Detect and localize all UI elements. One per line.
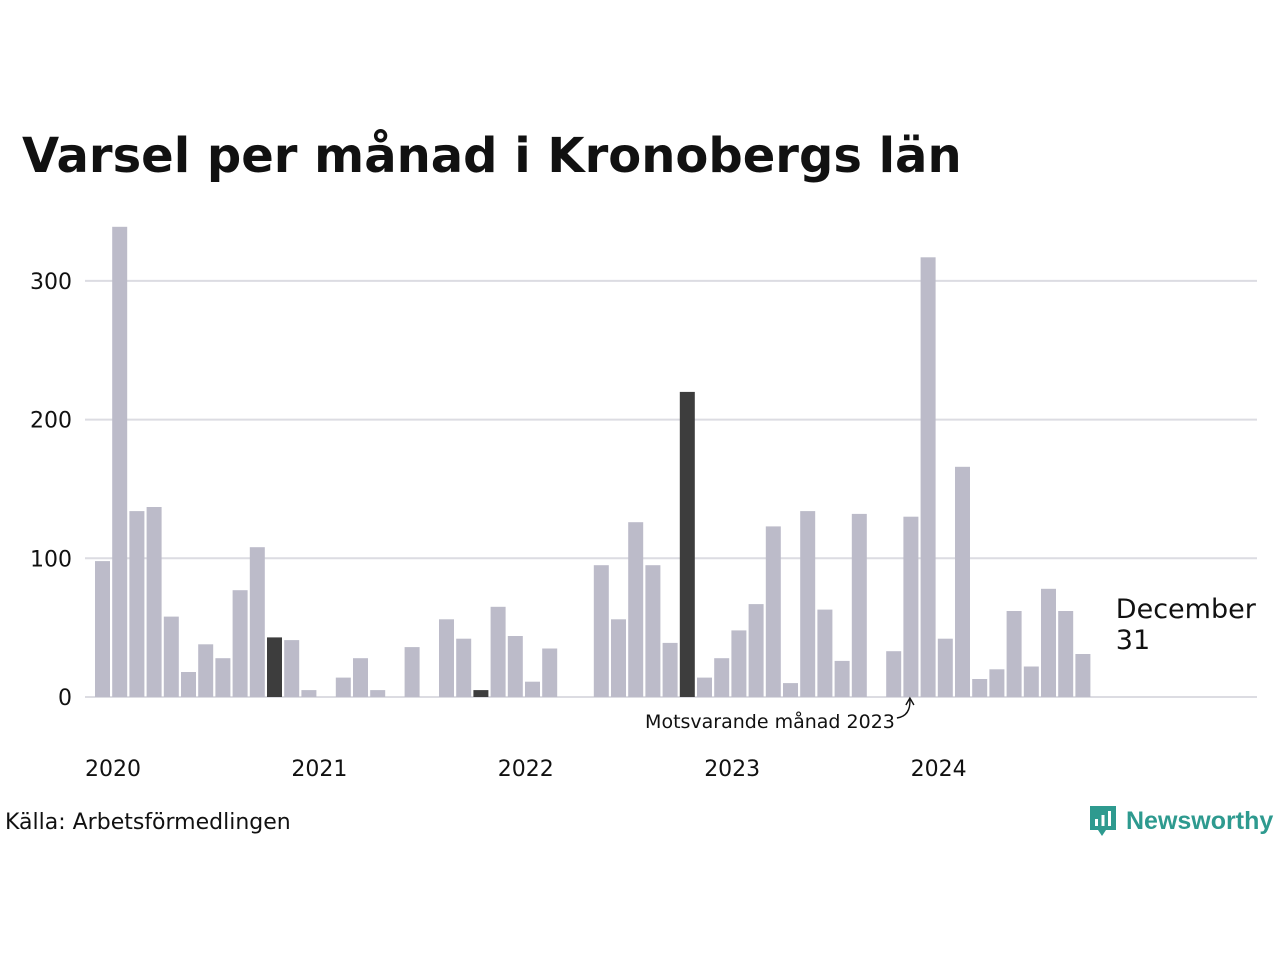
bar-2023-07 — [817, 609, 833, 697]
x-axis-ticks: 2020 2021 2022 2023 2024 — [85, 757, 967, 782]
bar-2022-08 — [628, 522, 644, 697]
bar-2022-12 — [697, 677, 712, 697]
brand-name: Newsworthy — [1126, 806, 1274, 835]
bar-2024-08 — [1041, 588, 1056, 697]
bar-2021-07 — [404, 647, 420, 697]
bar-2021-03 — [335, 677, 351, 697]
annotations: December 31 Motsvarande månad 2023 — [645, 594, 1257, 733]
source-text: Källa: Arbetsförmedlingen — [5, 810, 291, 835]
y-tick-label-100: 100 — [30, 547, 72, 572]
bar-2022-07 — [611, 619, 626, 697]
bar-2024-02 — [937, 638, 953, 697]
bar-2024-05 — [989, 669, 1005, 697]
comparison-arrowhead — [905, 696, 915, 706]
bar-2023-02 — [731, 630, 747, 697]
bar-2021-12 — [490, 606, 506, 697]
bar-2022-01 — [507, 636, 523, 697]
bar-2024-10 — [1075, 654, 1091, 697]
bar-2020-02 — [112, 226, 128, 698]
bar-2020-11 — [267, 637, 282, 697]
bar-2022-06 — [593, 565, 609, 697]
bar-2023-04 — [765, 526, 781, 697]
bar-2023-11 — [886, 651, 902, 697]
brand-logo: Newsworthy — [1088, 804, 1273, 838]
bar-2020-01 — [95, 561, 110, 697]
bar-chart: 0 100 200 300 2020 2021 2022 2023 2024 December… — [30, 226, 1257, 782]
comparison-label: Motsvarande månad 2023 — [645, 710, 895, 733]
bar-2024-06 — [1006, 611, 1022, 697]
comparison-arrow — [896, 698, 911, 719]
bar-2020-08 — [215, 658, 231, 697]
y-axis-ticks: 0 100 200 300 — [30, 270, 72, 711]
chart-title: Varsel per månad i Kronobergs län — [22, 128, 962, 184]
bar-2021-11 — [473, 690, 489, 697]
bar-2020-09 — [232, 590, 248, 697]
bar-2020-05 — [163, 616, 179, 697]
x-tick-label-2021: 2021 — [291, 757, 347, 782]
bar-2023-12 — [903, 516, 919, 697]
x-tick-label-2023: 2023 — [704, 757, 760, 782]
bar-2022-02 — [525, 681, 540, 697]
bar-2020-10 — [249, 547, 265, 697]
newsworthy-logo-icon — [1090, 806, 1116, 836]
bar-2021-09 — [439, 619, 454, 697]
y-tick-label-0: 0 — [58, 686, 72, 711]
bar-2020-03 — [129, 511, 145, 697]
current-value-label: 31 — [1116, 625, 1150, 656]
bar-2021-05 — [370, 690, 386, 697]
x-tick-label-2024: 2024 — [911, 757, 967, 782]
bar-2022-03 — [542, 648, 558, 697]
x-tick-label-2022: 2022 — [498, 757, 554, 782]
bar-2023-09 — [851, 513, 867, 697]
current-month-label: December — [1116, 594, 1257, 625]
bar-2020-06 — [181, 672, 196, 697]
bar-2022-09 — [645, 565, 661, 697]
bar-2023-05 — [783, 683, 798, 697]
y-tick-label-200: 200 — [30, 409, 72, 434]
bar-2023-01 — [714, 658, 730, 697]
bar-2021-10 — [456, 638, 472, 697]
bar-2020-07 — [198, 644, 214, 697]
bar-2023-03 — [748, 604, 764, 697]
bar-2024-04 — [972, 679, 988, 697]
bar-2024-09 — [1058, 611, 1074, 697]
x-tick-label-2020: 2020 — [85, 757, 141, 782]
y-tick-label-300: 300 — [30, 270, 72, 295]
bar-2023-06 — [800, 511, 816, 697]
bar-2022-11 — [679, 391, 695, 697]
bar-2021-01 — [301, 690, 317, 697]
bar-2020-04 — [146, 507, 162, 697]
bar-2022-10 — [662, 642, 678, 697]
bar-2021-04 — [353, 658, 368, 697]
bar-2023-08 — [834, 660, 850, 697]
bar-2020-12 — [284, 640, 300, 697]
bars — [95, 226, 1091, 698]
bar-2024-07 — [1023, 666, 1039, 697]
bar-2024-01 — [920, 257, 936, 697]
bar-2024-03 — [955, 466, 970, 697]
